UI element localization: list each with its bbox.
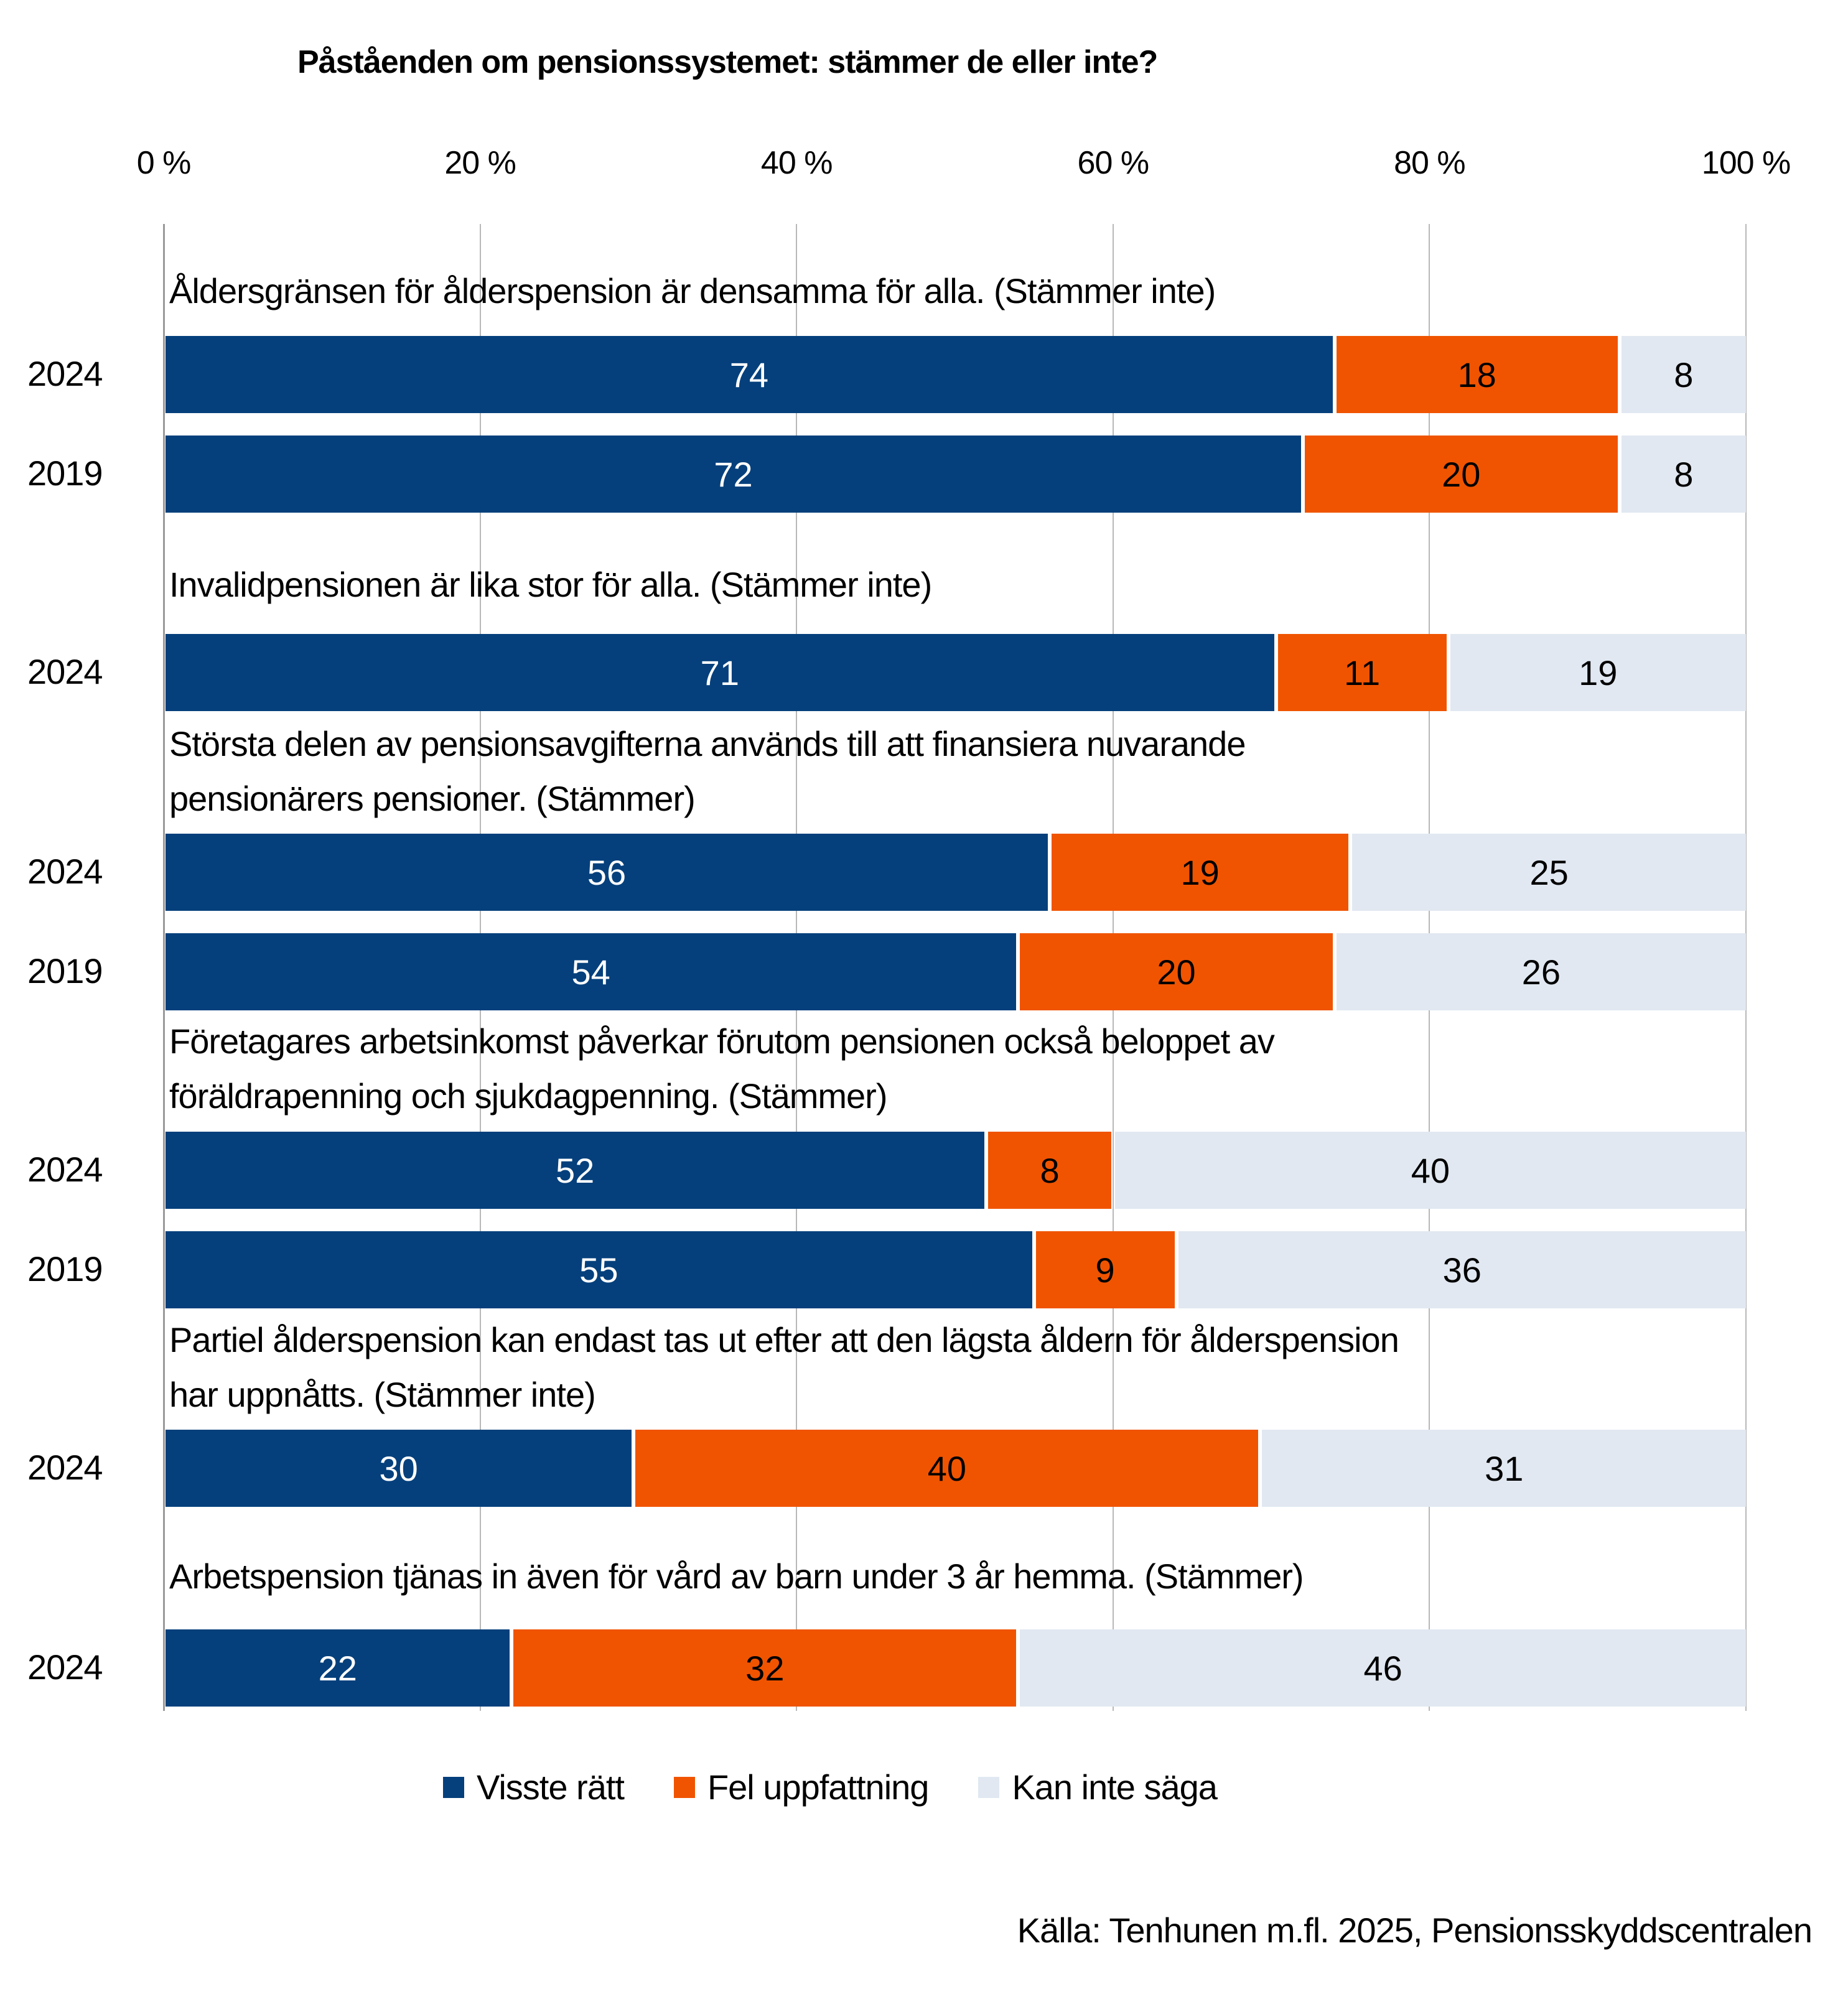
statement-label: Åldersgränsen för ålderspension är densa…: [169, 271, 1216, 310]
year-label: 2019: [27, 1249, 103, 1288]
data-label: 74: [729, 355, 769, 394]
bar-segment-kan-inte-saga[interactable]: 8: [1621, 436, 1746, 513]
year-label: 2024: [27, 354, 103, 393]
year-label: 2024: [27, 1647, 103, 1687]
data-label: 36: [1442, 1250, 1482, 1290]
bar-segment-fel-uppfattning[interactable]: 18: [1336, 336, 1618, 413]
bar-segment-fel-uppfattning[interactable]: 20: [1020, 933, 1333, 1010]
statement-label: Invalidpensionen är lika stor för alla. …: [169, 565, 932, 604]
data-label: 32: [745, 1648, 785, 1688]
data-label: 71: [700, 653, 739, 692]
statement-label: Arbetspension tjänas in även för vård av…: [169, 1557, 1304, 1596]
data-label: 8: [1674, 454, 1694, 494]
year-label: 2024: [27, 1150, 103, 1189]
bar-segment-visste-ratt[interactable]: 30: [166, 1430, 632, 1507]
bar-segment-visste-ratt[interactable]: 72: [166, 436, 1301, 513]
bar-segment-visste-ratt[interactable]: 54: [166, 933, 1017, 1010]
data-label: 25: [1529, 852, 1569, 892]
bar-segment-kan-inte-saga[interactable]: 26: [1336, 933, 1746, 1010]
data-label: 46: [1363, 1648, 1402, 1688]
year-label: 2024: [27, 1448, 103, 1487]
bar-segment-visste-ratt[interactable]: 71: [166, 634, 1274, 711]
legend-item: Fel uppfattning: [673, 1767, 929, 1807]
source-note: Källa: Tenhunen m.fl. 2025, Pensionsskyd…: [1017, 1911, 1813, 1950]
data-label: 11: [1344, 653, 1381, 692]
statement-label: Största delen av pensionsavgifterna anvä…: [169, 724, 1246, 763]
legend-swatch: [978, 1776, 1000, 1798]
bar-segment-fel-uppfattning[interactable]: 19: [1052, 834, 1349, 911]
data-label: 20: [1442, 454, 1481, 494]
data-label: 31: [1485, 1448, 1524, 1488]
bar-segment-fel-uppfattning[interactable]: 32: [513, 1629, 1017, 1707]
data-label: 8: [1040, 1150, 1060, 1190]
legend-item: Visste rätt: [443, 1767, 625, 1807]
bar-segment-fel-uppfattning[interactable]: 20: [1304, 436, 1618, 513]
chart-title: Påståenden om pensionssystemet: stämmer …: [297, 44, 1158, 80]
data-label: 54: [571, 952, 610, 992]
legend-swatch: [673, 1776, 695, 1798]
bar-segment-kan-inte-saga[interactable]: 8: [1621, 336, 1746, 413]
legend-swatch: [443, 1776, 464, 1798]
year-label: 2024: [27, 652, 103, 691]
bar-segment-kan-inte-saga[interactable]: 46: [1020, 1629, 1746, 1707]
data-label: 52: [556, 1150, 595, 1190]
data-label: 26: [1521, 952, 1561, 992]
data-label: 72: [714, 454, 753, 494]
data-label: 18: [1457, 355, 1496, 394]
legend-label: Fel uppfattning: [707, 1768, 929, 1807]
bar-segment-kan-inte-saga[interactable]: 36: [1178, 1231, 1746, 1308]
bar-segment-visste-ratt[interactable]: 55: [166, 1231, 1032, 1308]
bar-segment-kan-inte-saga[interactable]: 25: [1352, 834, 1746, 911]
data-label: 55: [579, 1250, 618, 1290]
legend-label: Kan inte säga: [1012, 1768, 1217, 1807]
data-label: 40: [1411, 1150, 1450, 1190]
data-label: 9: [1095, 1250, 1115, 1290]
data-label: 19: [1180, 852, 1220, 892]
data-label: 56: [587, 852, 627, 892]
bar-segment-kan-inte-saga[interactable]: 19: [1450, 634, 1746, 711]
bar-segment-fel-uppfattning[interactable]: 9: [1035, 1231, 1175, 1308]
data-label: 30: [379, 1448, 418, 1488]
y-axis-line: [163, 224, 165, 1711]
legend-item: Kan inte säga: [978, 1767, 1218, 1807]
legend: Visste rätt Fel uppfattning Kan inte säga: [443, 1767, 1267, 1807]
statement-label: Partiel ålderspension kan endast tas ut …: [169, 1320, 1399, 1359]
x-tick-label: 80 %: [1394, 145, 1466, 181]
bar-segment-visste-ratt[interactable]: 74: [166, 336, 1333, 413]
legend-label: Visste rätt: [477, 1768, 625, 1807]
x-tick-label: 40 %: [760, 145, 833, 181]
data-label: 20: [1157, 952, 1196, 992]
x-tick-label: 0 %: [136, 145, 192, 181]
bar-segment-visste-ratt[interactable]: 56: [166, 834, 1048, 911]
bar-segment-fel-uppfattning[interactable]: 8: [988, 1132, 1111, 1209]
statement-label: har uppnåtts. (Stämmer inte): [169, 1375, 596, 1414]
bar-segment-fel-uppfattning[interactable]: 11: [1277, 634, 1447, 711]
x-tick-label: 100 %: [1701, 145, 1791, 181]
x-tick-label: 60 %: [1077, 145, 1150, 181]
statement-label: Företagares arbetsinkomst påverkar förut…: [169, 1022, 1275, 1061]
statement-label: föräldrapenning och sjukdagpenning. (Stä…: [169, 1076, 887, 1116]
gridline: [1745, 224, 1747, 1711]
year-label: 2019: [27, 454, 103, 493]
bar-segment-visste-ratt[interactable]: 52: [166, 1132, 985, 1209]
data-label: 40: [927, 1448, 967, 1488]
data-label: 8: [1674, 355, 1694, 394]
bar-segment-kan-inte-saga[interactable]: 40: [1114, 1132, 1746, 1209]
bar-segment-kan-inte-saga[interactable]: 31: [1262, 1430, 1746, 1507]
year-label: 2024: [27, 852, 103, 891]
bar-segment-visste-ratt[interactable]: 22: [166, 1629, 510, 1707]
data-label: 22: [318, 1648, 357, 1688]
year-label: 2019: [27, 951, 103, 990]
x-tick-label: 20 %: [444, 145, 516, 181]
bar-segment-fel-uppfattning[interactable]: 40: [635, 1430, 1259, 1507]
statement-label: pensionärers pensioner. (Stämmer): [169, 779, 696, 818]
data-label: 19: [1579, 653, 1618, 692]
